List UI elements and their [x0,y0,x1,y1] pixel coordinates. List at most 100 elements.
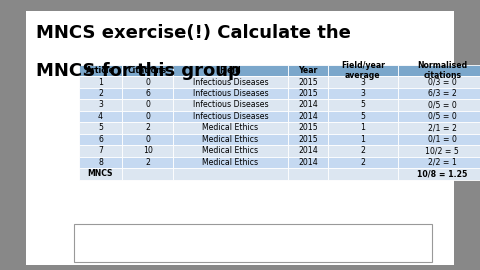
Text: 2015: 2015 [298,89,318,98]
FancyBboxPatch shape [173,76,288,88]
FancyBboxPatch shape [122,145,173,157]
Text: 1: 1 [360,123,365,132]
Text: 5: 5 [360,112,365,121]
FancyBboxPatch shape [328,145,397,157]
Text: 0: 0 [145,77,150,86]
FancyBboxPatch shape [288,157,328,168]
Text: 2014: 2014 [298,112,318,121]
FancyBboxPatch shape [288,65,328,76]
FancyBboxPatch shape [397,168,480,180]
FancyBboxPatch shape [173,111,288,122]
Text: 3: 3 [360,77,365,86]
FancyBboxPatch shape [122,157,173,168]
FancyBboxPatch shape [122,111,173,122]
FancyBboxPatch shape [173,168,288,180]
Text: 0/1 = 0: 0/1 = 0 [428,135,457,144]
Text: 2/2 = 1: 2/2 = 1 [428,158,457,167]
Text: Year: Year [298,66,318,75]
FancyBboxPatch shape [79,157,122,168]
FancyBboxPatch shape [288,134,328,145]
FancyBboxPatch shape [288,88,328,99]
FancyBboxPatch shape [288,111,328,122]
FancyBboxPatch shape [79,88,122,99]
FancyBboxPatch shape [122,76,173,88]
FancyBboxPatch shape [397,111,480,122]
FancyBboxPatch shape [122,122,173,134]
FancyBboxPatch shape [79,134,122,145]
FancyBboxPatch shape [173,145,288,157]
Text: Normalised
citations: Normalised citations [417,61,468,80]
Text: 10: 10 [143,146,153,155]
Text: 0: 0 [145,100,150,109]
FancyBboxPatch shape [328,122,397,134]
Text: 2015: 2015 [298,123,318,132]
FancyBboxPatch shape [122,99,173,111]
FancyBboxPatch shape [173,99,288,111]
FancyBboxPatch shape [122,65,173,76]
FancyBboxPatch shape [328,157,397,168]
FancyBboxPatch shape [173,65,288,76]
FancyBboxPatch shape [173,134,288,145]
Text: 0/5 = 0: 0/5 = 0 [428,100,457,109]
FancyBboxPatch shape [397,157,480,168]
Text: 2/1 = 2: 2/1 = 2 [428,123,457,132]
FancyBboxPatch shape [173,88,288,99]
Text: 2: 2 [145,123,150,132]
Text: Infectious Diseases: Infectious Diseases [192,100,268,109]
Text: 2014: 2014 [298,158,318,167]
Text: 4: 4 [98,112,103,121]
FancyBboxPatch shape [288,76,328,88]
Text: Medical Ethics: Medical Ethics [203,146,259,155]
Text: 0: 0 [145,135,150,144]
Text: Article: Article [86,66,115,75]
FancyBboxPatch shape [397,134,480,145]
FancyBboxPatch shape [122,134,173,145]
FancyBboxPatch shape [79,99,122,111]
Text: 0/5 = 0: 0/5 = 0 [428,112,457,121]
Text: 8: 8 [98,158,103,167]
Text: 1: 1 [360,135,365,144]
FancyBboxPatch shape [288,99,328,111]
FancyBboxPatch shape [328,99,397,111]
FancyBboxPatch shape [122,168,173,180]
FancyBboxPatch shape [79,122,122,134]
Text: 0/3 = 0: 0/3 = 0 [428,77,457,86]
Text: MNCS: MNCS [88,169,113,178]
FancyBboxPatch shape [397,99,480,111]
Text: 2015: 2015 [298,135,318,144]
FancyBboxPatch shape [328,65,397,76]
FancyBboxPatch shape [288,168,328,180]
Text: 5: 5 [360,100,365,109]
FancyBboxPatch shape [79,145,122,157]
FancyBboxPatch shape [79,168,122,180]
Text: 6/3 = 2: 6/3 = 2 [428,89,457,98]
FancyBboxPatch shape [328,111,397,122]
FancyBboxPatch shape [397,88,480,99]
FancyBboxPatch shape [328,88,397,99]
Text: 2: 2 [98,89,103,98]
Text: 10/2 = 5: 10/2 = 5 [425,146,459,155]
FancyBboxPatch shape [173,157,288,168]
Text: Medical Ethics: Medical Ethics [203,158,259,167]
Text: Field/year
average: Field/year average [341,61,385,80]
Text: Infectious Diseases: Infectious Diseases [192,89,268,98]
Text: MNCS exercise(!) Calculate the: MNCS exercise(!) Calculate the [36,24,351,42]
FancyBboxPatch shape [74,224,432,262]
Text: 3: 3 [98,100,103,109]
Text: Medical Ethics: Medical Ethics [203,135,259,144]
FancyBboxPatch shape [122,88,173,99]
FancyBboxPatch shape [397,65,480,76]
Text: Citations: Citations [128,66,167,75]
Text: 2: 2 [360,158,365,167]
Text: Field: Field [220,66,241,75]
Text: 5: 5 [98,123,103,132]
FancyBboxPatch shape [288,122,328,134]
Text: 0: 0 [145,112,150,121]
Text: 2015: 2015 [298,77,318,86]
Text: Medical Ethics: Medical Ethics [203,123,259,132]
Text: 1: 1 [98,77,103,86]
Text: 3: 3 [360,89,365,98]
FancyBboxPatch shape [328,168,397,180]
Text: 2014: 2014 [298,146,318,155]
Text: 6: 6 [145,89,150,98]
